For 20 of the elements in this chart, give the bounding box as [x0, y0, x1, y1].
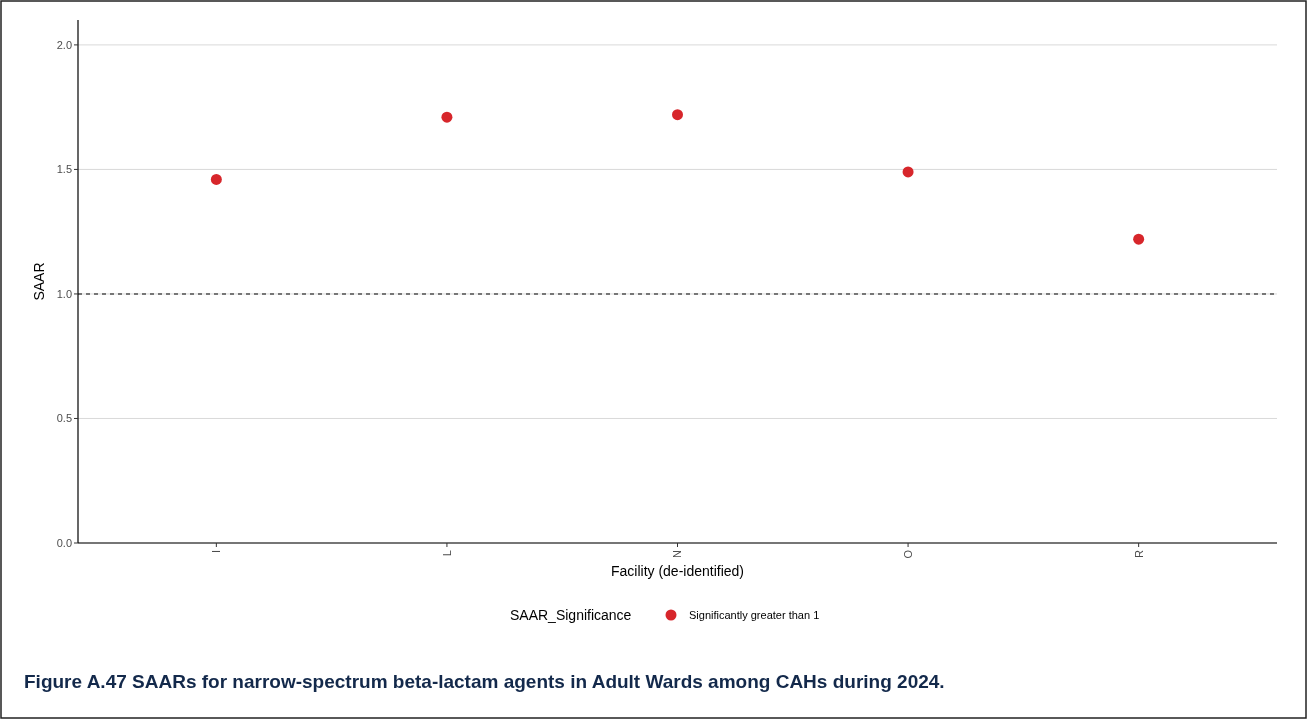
x-tick-label: N [671, 549, 684, 558]
x-tick-label: L [440, 550, 453, 557]
y-tick-label: 2.0 [56, 38, 72, 51]
x-tick-label: I [210, 550, 223, 554]
y-tick-label: 1.5 [56, 163, 72, 176]
legend-label: Significantly greater than 1 [689, 608, 820, 621]
text: Figure A.47 SAARs for narrow-spectrum beta-lactam agents in Adult Wards among CAHs during 2024. [24, 671, 945, 692]
point [1133, 233, 1145, 245]
x-tick-label: O [901, 549, 914, 559]
point [441, 111, 453, 123]
x-tick-label: R [1132, 549, 1145, 558]
y-tick-label: 0.5 [56, 412, 72, 425]
point [210, 173, 222, 185]
y-tick-label: 1.0 [56, 287, 72, 300]
legend-title: SAAR_Significance [510, 606, 632, 623]
point [672, 109, 683, 121]
y-axis-title: SAAR [31, 262, 47, 301]
y-tick-label: 0.0 [56, 536, 72, 549]
x-axis-title: Facility (de-identified) [610, 563, 745, 579]
point [902, 166, 914, 178]
